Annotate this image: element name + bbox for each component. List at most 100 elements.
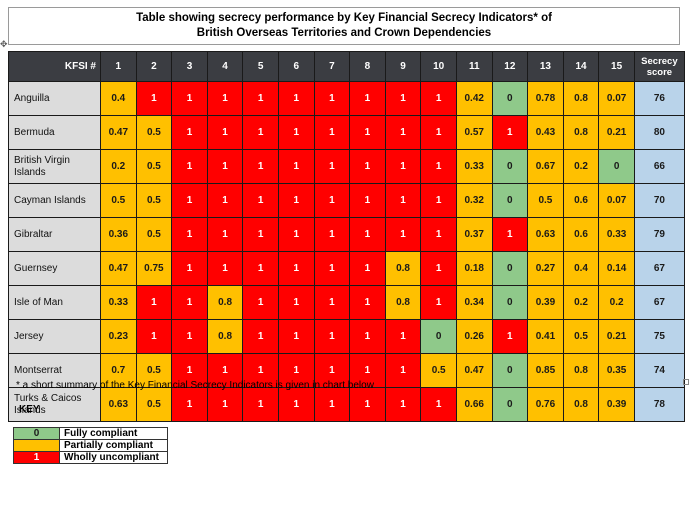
indicator-cell: 1 [242,115,279,150]
indicator-cell: 1 [171,217,208,252]
key-swatch: 1 [13,451,60,464]
move-handle-icon[interactable]: ✥ [0,39,8,49]
indicator-cell: 0.67 [527,149,564,184]
indicator-cell: 1 [171,353,208,388]
indicator-cell: 1 [206,115,244,150]
indicator-cell: 0.26 [455,319,493,354]
table-row: Jersey 0.23 1 1 0.8 1 1 1 1 1 0 0.26 1 0.41 0.5 0.21 75 [8,319,685,354]
indicator-cell: 1 [277,387,315,422]
indicator-cell: 1 [277,81,315,116]
indicator-cell: 1 [384,319,422,354]
territory-name: Bermuda [8,115,101,150]
indicator-cell: 1 [242,81,279,116]
indicator-cell: 0.5 [135,115,173,150]
indicator-cell: 1 [242,149,279,184]
indicator-cell: 1 [313,285,351,320]
indicator-cell: 0.5 [562,319,600,354]
secrecy-score-cell: 79 [633,217,685,252]
indicator-cell: 1 [277,149,315,184]
indicator-cell: 1 [206,353,244,388]
indicator-cell: 1 [135,81,173,116]
title-line-1: Table showing secrecy performance by Key… [136,12,552,24]
indicator-cell: 0.78 [527,81,564,116]
indicator-cell: 1 [349,387,386,422]
column-header-12: 12 [491,51,529,82]
indicator-cell: 0.32 [455,183,493,218]
resize-handle[interactable] [683,379,689,385]
key-label: Partially compliant [59,439,168,452]
column-header-8: 8 [349,51,386,82]
table-row: Anguilla 0.4 1 1 1 1 1 1 1 1 1 0.42 0 0.78 0.8 0.07 76 [8,81,685,116]
indicator-cell: 0.5 [135,217,173,252]
indicator-cell: 0.47 [100,251,137,286]
secrecy-score-cell: 66 [633,149,685,184]
indicator-cell: 1 [171,183,208,218]
table-row: Bermuda 0.47 0.5 1 1 1 1 1 1 1 1 0.57 1 0.43 0.8 0.21 80 [8,115,685,150]
indicator-cell: 1 [313,387,351,422]
indicator-cell: 1 [277,319,315,354]
indicator-cell: 1 [313,319,351,354]
indicator-cell: 0.33 [455,149,493,184]
indicator-cell: 1 [420,115,457,150]
indicator-cell: 1 [313,217,351,252]
indicator-cell: 1 [349,115,386,150]
indicator-cell: 1 [384,183,422,218]
indicator-cell: 0.8 [384,285,422,320]
indicator-cell: 0.4 [562,251,600,286]
indicator-cell: 1 [277,285,315,320]
territory-name: Gibraltar [8,217,101,252]
territory-name: Cayman Islands [8,183,101,218]
indicator-cell: 0.8 [562,81,600,116]
indicator-cell: 0.35 [598,353,635,388]
indicator-cell: 1 [384,115,422,150]
indicator-cell: 0.5 [420,353,457,388]
secrecy-score-cell: 78 [633,387,685,422]
indicator-cell: 1 [349,183,386,218]
territory-name: Montserrat [8,353,101,388]
indicator-cell: 1 [242,285,279,320]
indicator-cell: 1 [135,285,173,320]
secrecy-score-cell: 80 [633,115,685,150]
key-swatch [13,439,60,452]
column-header-9: 9 [384,51,422,82]
table-body: Anguilla 0.4 1 1 1 1 1 1 1 1 1 0.42 0 0.78 0.8 0.07 76 Be… [8,81,685,422]
indicator-cell: 0.6 [562,183,600,218]
footnote: * a short summary of the Key Financial S… [16,380,374,391]
indicator-cell: 0.4 [100,81,137,116]
key-legend: 0 Fully compliant Partially compliant 1 Whol… [13,427,168,464]
indicator-cell: 1 [384,387,422,422]
column-header-15: 15 [598,51,635,82]
indicator-cell: 1 [206,183,244,218]
indicator-cell: 1 [242,251,279,286]
column-header-14: 14 [562,51,600,82]
territory-name: British Virgin Islands [8,149,101,184]
indicator-cell: 0.8 [562,353,600,388]
secrecy-score-cell: 67 [633,251,685,286]
indicator-cell: 1 [384,353,422,388]
column-header-5: 5 [242,51,279,82]
secrecy-score-header: Secrecy score [633,51,685,82]
table-row: Gibraltar 0.36 0.5 1 1 1 1 1 1 1 1 0.37 1 0.63 0.6 0.33… [8,217,685,252]
indicator-cell: 1 [491,115,529,150]
secrecy-score-cell: 76 [633,81,685,116]
indicator-cell: 0.5 [135,353,173,388]
indicator-cell: 1 [384,81,422,116]
column-header-1: 1 [100,51,137,82]
column-header-11: 11 [455,51,493,82]
table-row: Montserrat 0.7 0.5 1 1 1 1 1 1 1 0.5 0.47 0 0.85 0.8 0.… [8,353,685,388]
indicator-cell: 0.8 [562,387,600,422]
indicator-cell: 0.34 [455,285,493,320]
indicator-cell: 1 [242,387,279,422]
indicator-cell: 0.07 [598,81,635,116]
indicator-cell: 1 [384,149,422,184]
indicator-cell: 1 [349,319,386,354]
indicator-cell: 1 [277,115,315,150]
column-header-13: 13 [527,51,564,82]
indicator-cell: 1 [206,81,244,116]
indicator-cell: 0.8 [384,251,422,286]
indicator-cell: 1 [313,251,351,286]
key-heading: KEY [19,404,40,415]
indicator-cell: 0.21 [598,319,635,354]
indicator-cell: 0.07 [598,183,635,218]
column-header-7: 7 [313,51,351,82]
